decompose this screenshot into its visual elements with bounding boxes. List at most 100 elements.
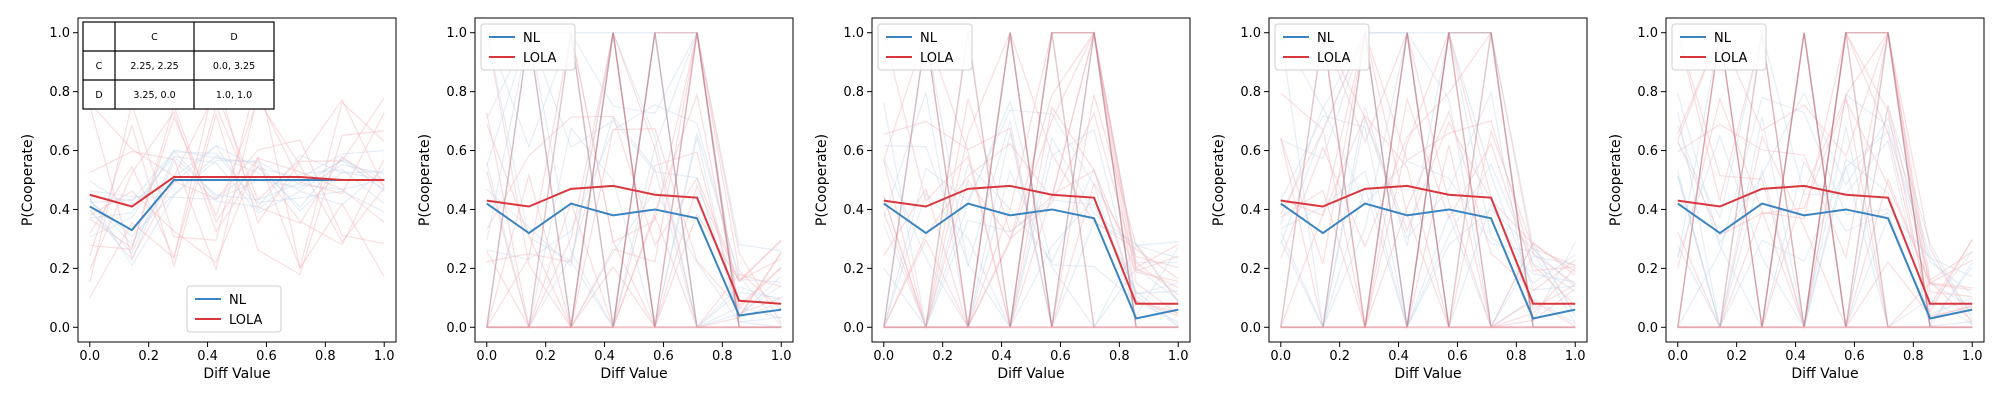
individual-run-line <box>1280 30 1576 328</box>
individual-run-spike <box>1677 32 1973 329</box>
plot-area <box>1677 30 1973 330</box>
legend-label-nl: NL <box>523 31 541 46</box>
individual-run-line <box>1677 30 1973 328</box>
y-tick-label: 0.4 <box>1240 203 1261 218</box>
legend-label-lola: LOLA <box>920 51 954 66</box>
axes-frame <box>1665 17 1985 343</box>
y-tick-label: 0.8 <box>446 85 467 100</box>
individual-run-line <box>1280 32 1576 328</box>
y-tick-label: 0.2 <box>1240 262 1261 277</box>
y-tick-label: 0.0 <box>1637 321 1658 336</box>
legend-box <box>186 285 282 333</box>
x-tick-label: 0.4 <box>197 349 218 364</box>
chart-panel-3: 0.0 0.2 0.4 0.6 0.8 1.0 0.0 0.2 0.4 0.6 0.8 1.0 Diff… <box>814 17 1191 382</box>
y-tick-label: 0.2 <box>446 262 467 277</box>
individual-run-line <box>1677 96 1973 328</box>
y-tick-label: 0.6 <box>843 144 864 159</box>
chart-panel-1: 0.0 0.2 0.4 0.6 0.8 1.0 0.0 0.2 0.4 0.6 0.8 1.0 Diff… <box>20 17 397 382</box>
x-axis-label: Diff Value <box>1791 366 1858 382</box>
payoff-table-cell: D <box>230 32 237 43</box>
payoff-table-cell: 2.25, 2.25 <box>130 61 178 72</box>
individual-run-line <box>883 32 1179 328</box>
individual-run-line <box>486 124 782 328</box>
individual-run-line <box>1280 32 1576 328</box>
individual-run-line <box>89 98 385 249</box>
individual-run-line <box>89 75 385 298</box>
individual-run-line <box>1280 32 1576 329</box>
individual-run-line <box>89 154 385 261</box>
x-axis-label: Diff Value <box>997 366 1064 382</box>
individual-run-line <box>1677 124 1973 329</box>
x-tick-label: 0.6 <box>256 349 277 364</box>
individual-run-line <box>486 30 782 252</box>
payoff-table-cell: 1.0, 1.0 <box>216 90 252 101</box>
series-line-lola <box>486 184 782 305</box>
x-axis-label: Diff Value <box>600 366 667 382</box>
individual-run-line <box>89 89 385 201</box>
individual-run-line <box>89 105 385 260</box>
individual-run-line <box>486 171 782 330</box>
individual-run-line <box>1280 32 1576 330</box>
individual-run-line <box>883 30 1179 329</box>
individual-run-line <box>883 199 1179 329</box>
individual-run-line <box>89 155 385 237</box>
legend-label-lola: LOLA <box>1317 51 1351 66</box>
series-line-nl <box>1280 202 1576 320</box>
individual-run-line <box>486 115 782 282</box>
x-tick-label: 0.0 <box>1270 349 1291 364</box>
individual-run-line <box>89 75 385 283</box>
individual-run-line <box>883 32 1179 328</box>
legend-box <box>480 23 576 71</box>
individual-run-line <box>486 173 782 329</box>
x-tick-label: 0.8 <box>1109 349 1130 364</box>
individual-run-line <box>1280 105 1576 324</box>
individual-run-line <box>883 31 1179 330</box>
series-line-nl <box>1677 202 1973 320</box>
x-tick-label: 0.2 <box>1329 349 1350 364</box>
individual-run-line <box>1677 30 1973 328</box>
individual-run-line <box>883 163 1179 328</box>
x-tick-label: 0.4 <box>594 349 615 364</box>
individual-run-line <box>1280 32 1576 330</box>
legend-box <box>877 23 973 71</box>
individual-run-line <box>1280 31 1576 285</box>
legend-label-lola: LOLA <box>1714 51 1748 66</box>
y-tick-label: 1.0 <box>843 26 864 41</box>
individual-run-line <box>1677 32 1973 307</box>
individual-run-line <box>1280 32 1576 330</box>
individual-run-line <box>883 32 1179 328</box>
individual-run-line <box>1280 32 1576 328</box>
plot-area <box>89 75 385 298</box>
x-tick-label: 0.4 <box>991 349 1012 364</box>
series-line-lola <box>883 184 1179 305</box>
x-tick-label: 0.6 <box>1844 349 1865 364</box>
individual-run-line <box>89 149 385 208</box>
y-tick-label: 0.8 <box>1240 85 1261 100</box>
x-tick-label: 1.0 <box>374 349 395 364</box>
individual-run-line <box>883 109 1179 328</box>
individual-run-line <box>486 126 782 328</box>
individual-run-line <box>89 101 385 270</box>
individual-run-line <box>883 136 1179 328</box>
individual-run-line <box>89 149 385 238</box>
y-tick-label: 1.0 <box>1240 26 1261 41</box>
individual-run-line <box>1280 32 1576 328</box>
axes-frame <box>474 17 794 343</box>
individual-run-line <box>486 32 782 328</box>
individual-run-line <box>89 144 385 246</box>
axes-frame <box>871 17 1191 343</box>
individual-run-line <box>89 159 385 200</box>
y-tick-label: 0.6 <box>446 144 467 159</box>
legend: NL LOLA <box>1274 23 1370 71</box>
legend-label-nl: NL <box>1317 31 1335 46</box>
individual-run-line <box>89 104 385 260</box>
y-tick-label: 1.0 <box>1637 26 1658 41</box>
individual-run-line <box>486 104 782 283</box>
legend-label-nl: NL <box>920 31 938 46</box>
x-tick-label: 0.2 <box>138 349 159 364</box>
y-tick-label: 0.0 <box>49 321 70 336</box>
y-tick-label: 0.4 <box>843 203 864 218</box>
y-axis-label: P(Cooperate) <box>1608 134 1624 226</box>
individual-run-line <box>1677 98 1973 289</box>
individual-run-line <box>486 32 782 330</box>
